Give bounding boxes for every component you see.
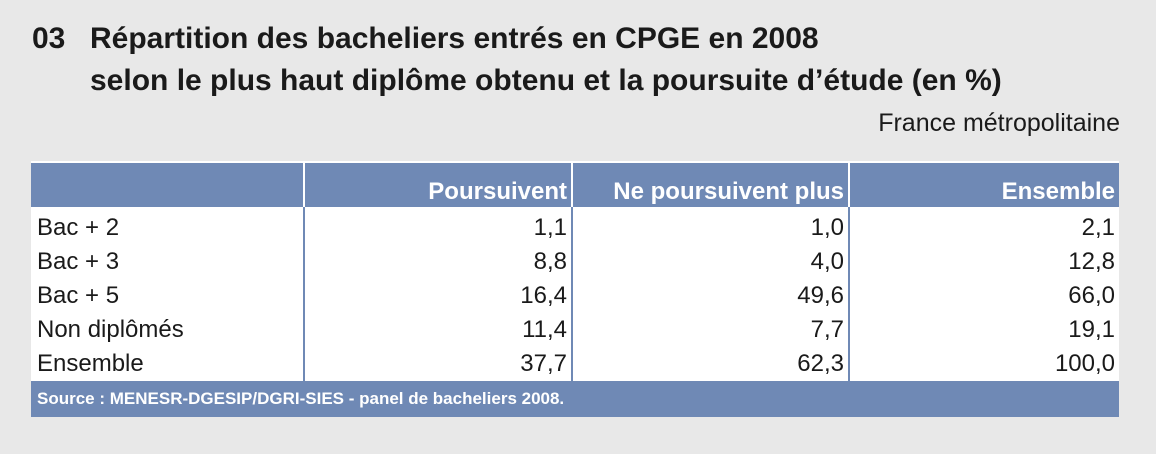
title-text-2: selon le plus haut diplôme obtenu et la … (90, 64, 1002, 97)
cell-value: 49,6 (571, 279, 849, 313)
figure-title: 03 Répartition des bacheliers entrés en C… (32, 18, 1132, 102)
row-label: Bac + 3 (31, 245, 304, 279)
cell-value: 8,8 (303, 245, 572, 279)
title-text-1: Répartition des bacheliers entrés en CPG… (90, 22, 819, 55)
cell-value: 19,1 (848, 313, 1119, 347)
cell-value: 1,1 (303, 207, 572, 245)
header-poursuivent: Poursuivent (303, 161, 572, 207)
row-label: Bac + 5 (31, 279, 304, 313)
cell-value: 16,4 (303, 279, 572, 313)
cell-value: 62,3 (571, 347, 849, 381)
cell-value: 37,7 (303, 347, 572, 381)
header-ne-poursuivent-plus: Ne poursuivent plus (571, 161, 849, 207)
table-row: Ensemble 37,7 62,3 100,0 (31, 347, 1119, 381)
row-label: Bac + 2 (31, 207, 304, 245)
table-row: Bac + 2 1,1 1,0 2,1 (31, 207, 1119, 245)
geo-subtitle: France métropolitaine (878, 109, 1120, 137)
row-label: Ensemble (31, 347, 304, 381)
figure-number: 03 (32, 22, 66, 55)
cell-value: 66,0 (848, 279, 1119, 313)
row-label: Non diplômés (31, 313, 304, 347)
cell-value: 4,0 (571, 245, 849, 279)
data-table: Poursuivent Ne poursuivent plus Ensemble… (31, 161, 1119, 417)
cell-value: 11,4 (303, 313, 572, 347)
cell-value: 12,8 (848, 245, 1119, 279)
table-row: Bac + 5 16,4 49,6 66,0 (31, 279, 1119, 313)
source-note: Source : MENESR-DGESIP/DGRI-SIES - panel… (31, 381, 1119, 417)
table-header-row: Poursuivent Ne poursuivent plus Ensemble (31, 161, 1119, 207)
title-line-1: 03 Répartition des bacheliers entrés en C… (32, 18, 1132, 60)
source-row: Source : MENESR-DGESIP/DGRI-SIES - panel… (31, 381, 1119, 417)
title-line-2: selon le plus haut diplôme obtenu et la … (32, 60, 1132, 102)
cell-value: 1,0 (571, 207, 849, 245)
cell-value: 7,7 (571, 313, 849, 347)
cell-value: 100,0 (848, 347, 1119, 381)
header-ensemble: Ensemble (848, 161, 1119, 207)
table-row: Bac + 3 8,8 4,0 12,8 (31, 245, 1119, 279)
header-empty (31, 161, 304, 207)
cell-value: 2,1 (848, 207, 1119, 245)
table-row: Non diplômés 11,4 7,7 19,1 (31, 313, 1119, 347)
